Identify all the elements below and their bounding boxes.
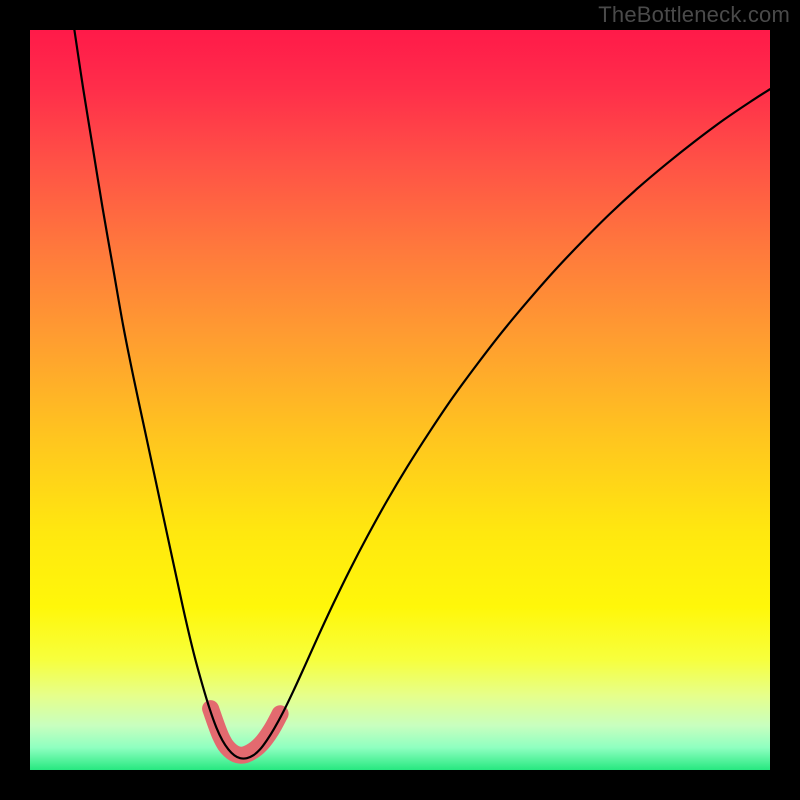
plot-background bbox=[30, 30, 770, 770]
chart-canvas: TheBottleneck.com bbox=[0, 0, 800, 800]
bottleneck-curve-chart bbox=[0, 0, 800, 800]
watermark-text: TheBottleneck.com bbox=[598, 2, 790, 28]
